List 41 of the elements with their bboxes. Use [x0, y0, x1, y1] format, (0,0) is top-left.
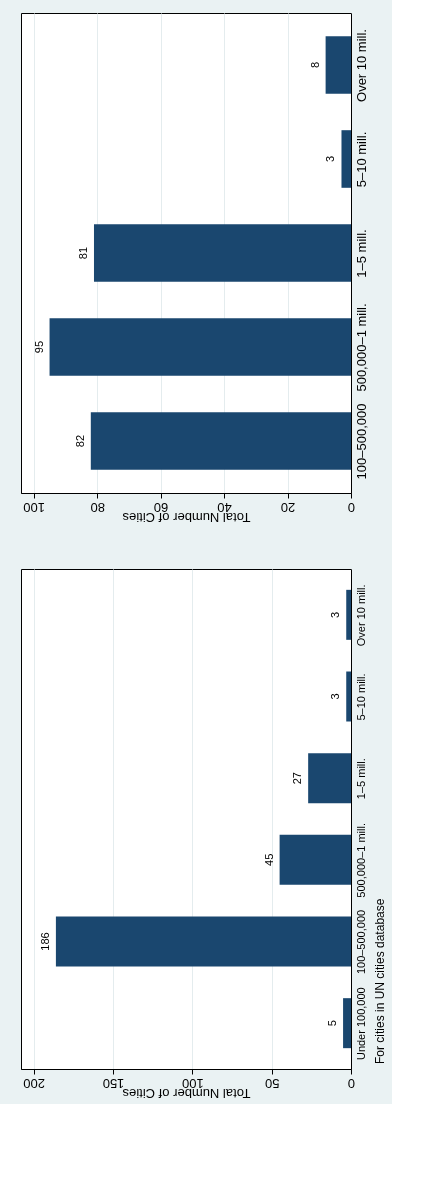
x-tick-label: 0	[347, 499, 356, 515]
y-tick-label: 5–10 mill.	[354, 673, 367, 721]
bar	[341, 130, 351, 188]
data-label: 27	[291, 772, 304, 785]
y-tick-label: 100–500,000	[353, 403, 369, 480]
bar	[55, 916, 351, 967]
y-tick-label: Over 10 mill.	[354, 584, 367, 647]
data-label: 45	[262, 853, 275, 866]
y-tick-label: 500,000–1 mill.	[354, 823, 367, 898]
data-label: 8	[308, 61, 321, 69]
bar	[346, 671, 351, 722]
x-tick-label: 100	[23, 499, 46, 515]
y-tick-label: 5–10 mill.	[353, 131, 369, 188]
y-tick-label: Over 10 mill.	[353, 29, 369, 102]
bar	[279, 834, 351, 885]
x-tick-label: 0	[347, 1075, 356, 1091]
data-label: 82	[73, 434, 86, 448]
y-tick-label: Under 100,000	[354, 987, 367, 1061]
x-tick-label: 20	[280, 499, 296, 515]
bar	[346, 589, 351, 640]
x-tick-label: 80	[90, 499, 105, 515]
bar	[308, 753, 351, 804]
bar	[93, 224, 351, 282]
bar	[90, 412, 351, 470]
text: For cities in UN cities database	[373, 898, 387, 1064]
data-label: 3	[324, 155, 337, 163]
data-label: 186	[38, 932, 51, 951]
y-tick-label: 1–5 mill.	[353, 229, 369, 278]
data-label: 81	[76, 246, 89, 260]
bar	[49, 318, 351, 376]
y-tick-label: 100–500,000	[354, 909, 367, 975]
data-label: 3	[329, 693, 342, 700]
y-tick-label: 1–5 mill.	[354, 758, 367, 800]
y-tick-label: 500,000–1 mill.	[353, 303, 369, 392]
bar	[343, 998, 351, 1049]
data-label: 95	[32, 340, 45, 354]
data-label: 5	[326, 1020, 339, 1027]
bar	[325, 36, 351, 94]
x-tick-label: 50	[264, 1075, 280, 1091]
x-tick-label: 200	[23, 1075, 46, 1091]
data-label: 3	[329, 611, 342, 618]
